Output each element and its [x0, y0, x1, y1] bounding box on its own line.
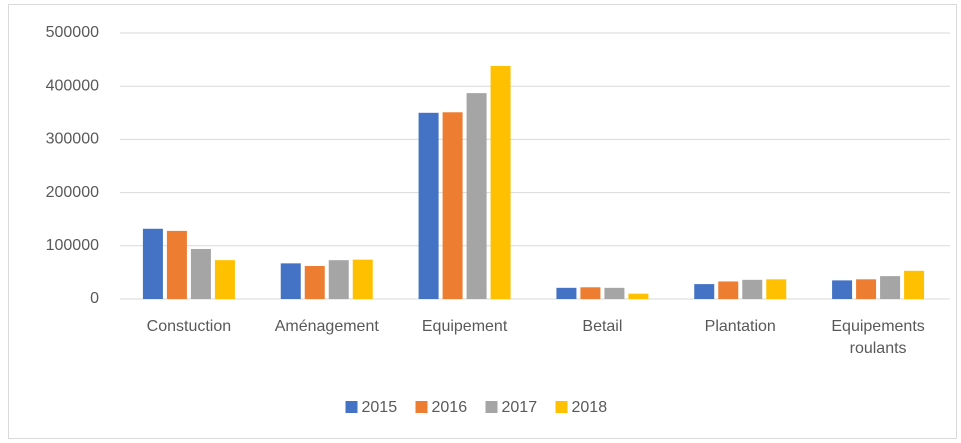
y-tick-label: 200000 — [46, 184, 99, 201]
bar — [904, 270, 925, 299]
bar — [166, 230, 187, 299]
bar — [880, 276, 901, 299]
bar — [856, 279, 877, 299]
y-tick-label: 500000 — [46, 24, 99, 41]
bar — [604, 287, 625, 299]
legend-swatch — [345, 401, 358, 413]
bar — [214, 260, 235, 299]
legend-label: 2018 — [572, 399, 608, 416]
y-tick-label: 100000 — [46, 237, 99, 254]
bar — [466, 93, 487, 299]
x-tick-label: Equipements roulants — [831, 318, 924, 357]
y-tick-label: 0 — [90, 290, 99, 307]
bar — [490, 65, 511, 299]
x-tick-label: Betail — [582, 318, 622, 335]
x-tick-label: Plantation — [705, 318, 776, 335]
bar — [694, 284, 715, 299]
legend-label: 2017 — [502, 399, 538, 416]
legend-swatch — [485, 401, 498, 413]
legend-swatch — [555, 401, 568, 413]
x-tick-label: Aménagement — [275, 318, 380, 335]
bar — [442, 112, 463, 299]
bar — [832, 280, 853, 299]
bar — [304, 266, 325, 299]
bar — [580, 287, 601, 299]
y-tick-label: 300000 — [46, 131, 99, 148]
bar — [766, 279, 787, 299]
bar — [718, 281, 739, 299]
bar — [628, 293, 649, 299]
y-tick-label: 400000 — [46, 77, 99, 94]
legend-swatch — [415, 401, 428, 413]
x-tick-label: Equipement — [422, 318, 508, 335]
bar — [280, 263, 301, 299]
legend-label: 2015 — [362, 399, 398, 416]
bar — [742, 279, 763, 299]
bar — [418, 112, 439, 299]
bar — [142, 228, 163, 299]
legend-label: 2016 — [432, 399, 468, 416]
bar — [328, 260, 349, 299]
bar — [556, 287, 577, 299]
x-tick-label: Constuction — [147, 318, 232, 335]
bar — [190, 248, 211, 299]
bar — [352, 259, 373, 299]
